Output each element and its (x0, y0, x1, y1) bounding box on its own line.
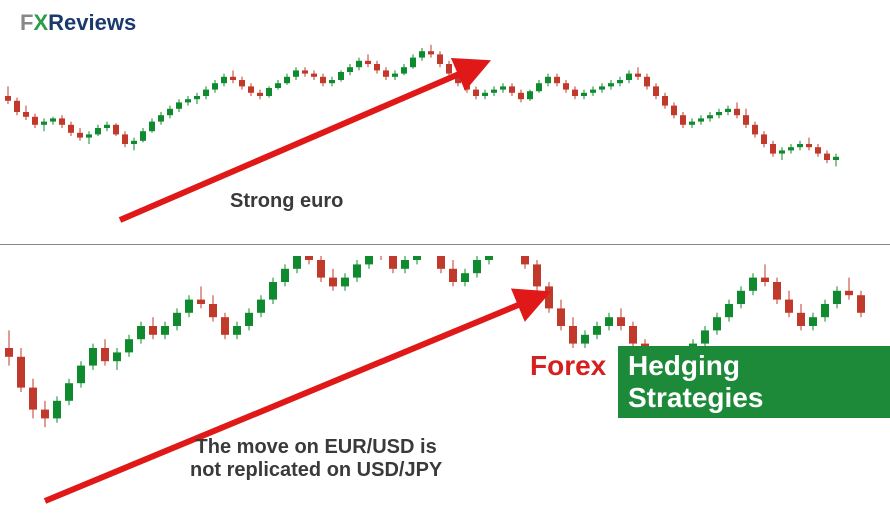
panel-divider (0, 244, 890, 245)
annotation-eurusd-usdjpy: The move on EUR/USD is not replicated on… (190, 436, 442, 482)
chart-container: FXReviews Strong euro The move on EUR/US… (0, 0, 890, 530)
annotation-strong-euro: Strong euro (230, 190, 343, 213)
logo-rest: Reviews (48, 10, 136, 35)
logo-f: F (20, 10, 33, 35)
annotation-line2: not replicated on USD/JPY (190, 459, 442, 481)
title-forex: Forex (530, 350, 606, 382)
logo-x: X (33, 10, 48, 35)
logo: FXReviews (20, 10, 136, 36)
candlestick-chart-top (0, 40, 890, 240)
title-hedging-strategies: Hedging Strategies (618, 346, 890, 418)
chart-panel-top: Strong euro (0, 40, 890, 240)
annotation-line1: The move on EUR/USD is (196, 436, 437, 458)
